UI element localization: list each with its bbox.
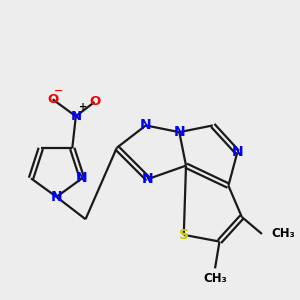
Text: N: N — [51, 190, 62, 204]
Text: O: O — [47, 93, 58, 106]
Text: N: N — [70, 110, 81, 123]
Text: O: O — [89, 95, 100, 109]
Text: N: N — [232, 145, 243, 159]
Text: N: N — [76, 171, 88, 185]
Text: CH₃: CH₃ — [203, 272, 227, 285]
Text: N: N — [140, 118, 152, 132]
Text: S: S — [179, 228, 189, 242]
Text: N: N — [173, 125, 185, 139]
Text: +: + — [80, 102, 88, 112]
Text: −: − — [54, 86, 63, 96]
Text: CH₃: CH₃ — [272, 227, 296, 240]
Text: N: N — [142, 172, 154, 186]
